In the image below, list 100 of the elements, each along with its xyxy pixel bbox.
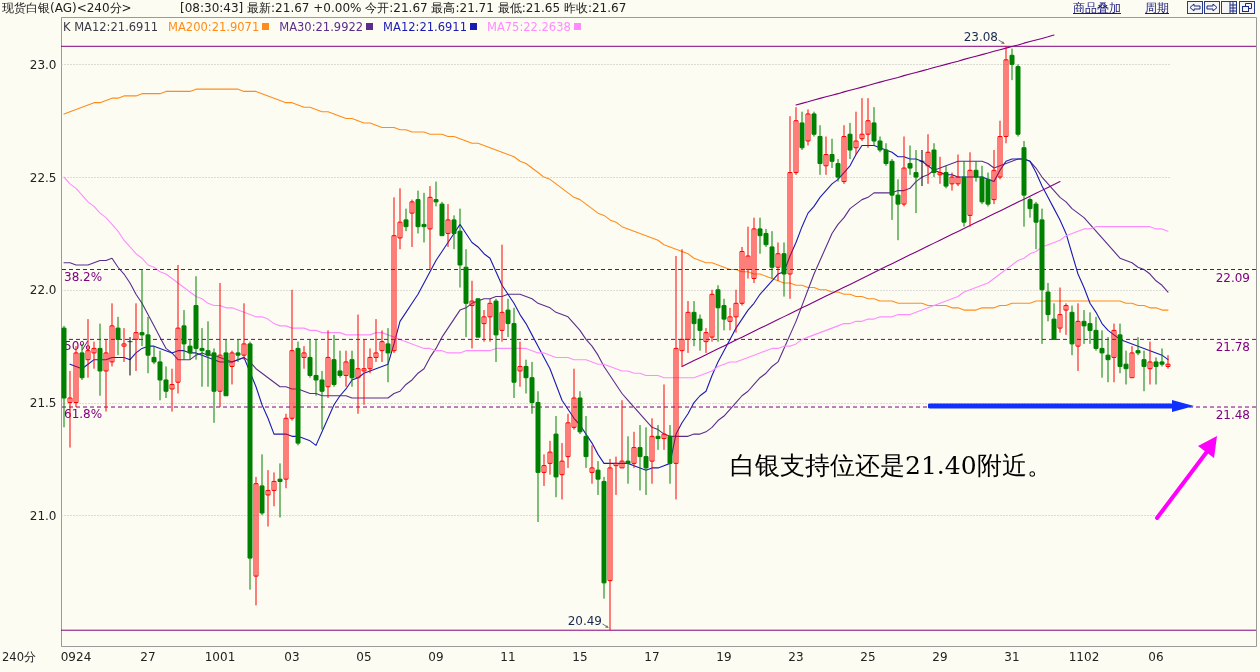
- candlestick: [835, 158, 841, 183]
- candlestick: [175, 264, 181, 394]
- x-tick-label: 17: [644, 649, 660, 664]
- candlestick: [631, 431, 637, 469]
- candlestick: [853, 111, 859, 156]
- x-tick-label: 1001: [204, 649, 236, 664]
- candlestick: [277, 462, 283, 518]
- candlestick: [907, 145, 913, 176]
- candlestick: [1135, 336, 1141, 356]
- candlestick: [115, 316, 121, 356]
- candlestick: [1063, 302, 1069, 336]
- candlestick: [919, 149, 925, 187]
- x-tick-label: 27: [140, 649, 156, 664]
- candlestick: [829, 138, 835, 169]
- candlestick: [847, 122, 853, 160]
- candlestick: [1129, 345, 1135, 379]
- chart-subtitle: [08:30:43] 最新:21.67 +0.00% 今开:21.67 最高:21.71 最低:21.65 昨收:21.67: [180, 1, 627, 15]
- candlestick: [241, 302, 247, 361]
- ref-line-label: 20.49: [567, 614, 602, 629]
- annotation: 61.8%: [64, 407, 103, 422]
- x-tick-label: 1102: [1068, 649, 1100, 664]
- candlestick: [445, 203, 451, 248]
- legend-title: K MA12:21.6911: [63, 19, 159, 34]
- candlestick: [229, 350, 235, 385]
- y-tick-label: 21.0: [29, 508, 57, 523]
- candlestick: [433, 181, 439, 207]
- candlestick: [649, 417, 655, 485]
- legend-label: MA12:21.6911: [383, 19, 467, 34]
- legend-label: MA30:21.9922: [279, 19, 364, 34]
- candlestick: [625, 435, 631, 485]
- candlestick: [1105, 336, 1111, 383]
- candlestick: [937, 156, 943, 185]
- candlestick: [805, 108, 811, 147]
- x-tick-label: 11: [500, 649, 516, 664]
- candlestick: [1057, 287, 1063, 334]
- text: 周期: [1145, 1, 1169, 15]
- candlestick: [913, 149, 919, 214]
- candlestick: [1075, 302, 1081, 372]
- candlestick: [325, 329, 331, 399]
- candlestick: [943, 165, 949, 189]
- x-tick-label: 23: [788, 649, 804, 664]
- text: 240分: [2, 650, 36, 664]
- y-tick-label: 23.0: [29, 57, 57, 72]
- line-series: [63, 88, 1169, 311]
- x-tick-label: 05: [356, 649, 372, 664]
- candlestick: [253, 476, 259, 606]
- candlestick: [1009, 48, 1015, 81]
- candlestick: [775, 241, 781, 282]
- candlestick: [1147, 341, 1153, 385]
- candlestick: [607, 458, 613, 631]
- x-tick-label: 31: [1004, 649, 1020, 664]
- candlestick: [1141, 350, 1147, 392]
- candlestick: [385, 327, 391, 383]
- candlestick: [661, 383, 667, 451]
- candlestick: [769, 230, 775, 280]
- y-tick-label: 22.5: [29, 170, 57, 185]
- candlestick: [349, 350, 355, 388]
- candlestick: [403, 208, 409, 232]
- candlestick: [931, 142, 937, 178]
- candlestick: [217, 282, 223, 408]
- y-tick-label: 22.0: [29, 283, 57, 298]
- candlestick: [1111, 323, 1117, 383]
- candlestick: [169, 368, 175, 413]
- line-series: [63, 176, 1169, 379]
- candlestick: [235, 338, 241, 363]
- ref-line-label: 23.08: [963, 30, 998, 45]
- annotation: 白银支持位还是21.40附近。: [730, 451, 1052, 480]
- candlestick: [655, 424, 661, 451]
- candlestick: [823, 135, 829, 176]
- y-tick-label: 21.5: [29, 396, 57, 411]
- legend-label: MA75:22.2638: [486, 19, 571, 34]
- candlestick: [1051, 302, 1057, 340]
- legend-label: MA200:21.9071: [168, 19, 260, 34]
- candlestick: [181, 309, 187, 361]
- x-tick-label: 09: [428, 649, 444, 664]
- candlestick: [595, 460, 601, 496]
- candlestick: [1165, 354, 1171, 370]
- candlestick: [811, 111, 817, 137]
- candlestick: [1045, 282, 1051, 322]
- candlestick: [517, 341, 523, 388]
- candlestick: [379, 329, 385, 363]
- candlestick: [427, 185, 433, 270]
- candlestick: [841, 124, 847, 185]
- ref-line-label: 21.48: [1215, 408, 1250, 423]
- x-tick-label: 15: [572, 649, 588, 664]
- candlestick: [583, 415, 589, 469]
- candlestick: [469, 280, 475, 349]
- candlestick: [925, 133, 931, 185]
- chart-title: 现货白银(AG)<240分>: [2, 1, 132, 15]
- candlestick: [121, 327, 127, 363]
- candlestick: [541, 453, 547, 487]
- candlestick: [967, 151, 973, 228]
- candlestick: [301, 345, 307, 370]
- candlestick: [343, 350, 349, 388]
- text: 商品叠加: [1073, 1, 1121, 15]
- candlestick: [133, 302, 139, 372]
- x-tick-label: 19: [716, 649, 732, 664]
- candlestick: [127, 336, 133, 376]
- candlestick: [547, 440, 553, 476]
- x-tick-label: 06: [1148, 649, 1164, 664]
